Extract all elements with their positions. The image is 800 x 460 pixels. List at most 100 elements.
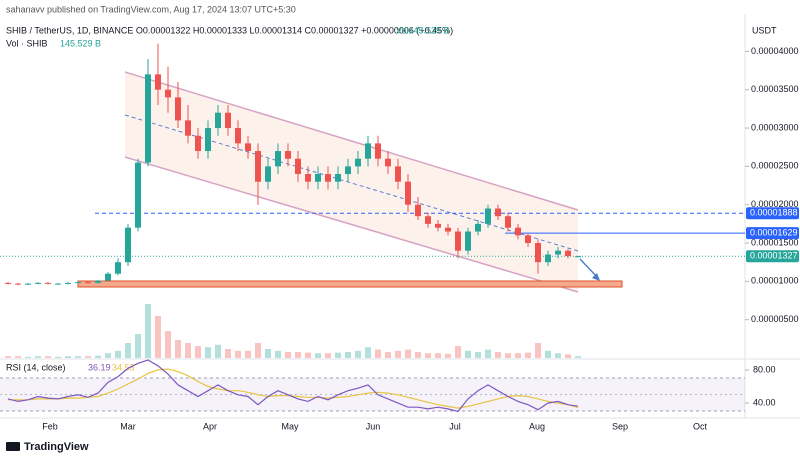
candle-body: [465, 231, 471, 251]
volume-bar: [525, 352, 531, 358]
candle-body: [455, 231, 461, 251]
volume-bar: [195, 346, 201, 358]
volume-bar: [85, 356, 91, 358]
candle-body: [255, 151, 261, 182]
rsi-line: [7, 359, 579, 413]
candle-body: [495, 208, 501, 217]
volume-bar: [45, 356, 51, 358]
candle-body: [525, 235, 531, 244]
support-zone: [77, 280, 623, 288]
candle-body: [205, 128, 211, 152]
y-tick-label: 0.00003500: [751, 84, 799, 94]
published: sahanavv published on TradingView.com, A…: [6, 4, 296, 14]
candle-body: [115, 262, 121, 274]
rsi-value: 36.19: [88, 362, 111, 372]
volume-bar: [215, 344, 221, 358]
candle-body: [55, 283, 61, 285]
volume-bar: [285, 352, 291, 358]
price-badge: [746, 207, 799, 220]
volume-bar: [495, 352, 501, 358]
volume-bar: [515, 353, 521, 358]
candle-body: [375, 143, 381, 159]
volume-bar: [255, 343, 261, 358]
volume-bar: [435, 353, 441, 358]
logo: [6, 442, 20, 451]
candle-body: [415, 204, 421, 217]
volume-bar: [155, 316, 161, 358]
volume-bar: [265, 349, 271, 358]
candle-body: [75, 282, 81, 284]
x-tick-label: May: [281, 421, 299, 431]
price-badge: [746, 250, 799, 263]
candle-body: [5, 282, 11, 284]
channel-upper: [124, 71, 579, 211]
candle-body: [325, 174, 331, 182]
candle-body: [435, 223, 441, 228]
candle-body: [355, 158, 361, 167]
volume-bar: [405, 349, 411, 358]
channel-fill: [125, 72, 578, 292]
volume-bar: [275, 350, 281, 358]
candle-body: [505, 216, 511, 228]
volume-bar: [75, 356, 81, 358]
candle-body: [395, 166, 401, 182]
candle-body: [145, 74, 151, 163]
candle-body: [275, 151, 281, 167]
rsi-tick-label: 80.00: [753, 364, 776, 374]
volume-bar: [295, 352, 301, 358]
volume-bar: [335, 352, 341, 358]
volume-bar: [415, 352, 421, 358]
candle-body: [485, 208, 491, 224]
currency: USDT: [752, 25, 777, 35]
volume-bar: [455, 346, 461, 358]
x-tick-label: Jun: [366, 421, 381, 431]
volume-bar: [135, 334, 141, 358]
volume-bar: [425, 353, 431, 358]
y-tick-label: 0.00001000: [751, 276, 799, 286]
candle-body: [65, 282, 71, 284]
rsi-tick-label: 40.00: [753, 397, 776, 407]
candle-body: [15, 283, 21, 285]
candle-body: [515, 227, 521, 236]
volume-bar: [535, 343, 541, 358]
candle-body: [195, 135, 201, 152]
volume-bar: [375, 349, 381, 358]
volume-bar: [205, 347, 211, 358]
volume-bar: [575, 356, 581, 358]
candle-body: [535, 243, 541, 263]
volume-bar: [505, 353, 511, 358]
price-badge-label: 0.00001629: [750, 228, 798, 238]
candle-body: [125, 227, 131, 263]
candle-body: [425, 216, 431, 224]
volume-bar: [115, 350, 121, 358]
volume-bar: [385, 352, 391, 358]
volume-bar: [125, 343, 131, 358]
candle-body: [165, 89, 171, 98]
candle-body: [245, 143, 251, 152]
volume-bar: [5, 356, 11, 358]
volume-bar: [305, 352, 311, 358]
candle-body: [295, 158, 301, 175]
candle-body: [475, 223, 481, 232]
volume-bar: [25, 356, 31, 358]
volume-bar: [65, 356, 71, 358]
candle-body: [95, 280, 101, 283]
volume-bar: [465, 350, 471, 358]
brand: TradingView: [24, 441, 89, 453]
volume-bar: [185, 343, 191, 358]
candle-body: [315, 174, 321, 182]
candle-body: [215, 112, 221, 129]
volume-bar: [145, 304, 151, 358]
volume-bar: [95, 355, 101, 358]
volume-bar: [35, 356, 41, 358]
x-tick-label: Jul: [449, 421, 461, 431]
volume-bar: [235, 350, 241, 358]
y-tick-label: 0.00000500: [751, 314, 799, 324]
volume-bar: [245, 350, 251, 358]
candle-body: [575, 256, 581, 258]
volume-bar: [55, 356, 61, 358]
candle-body: [85, 282, 91, 284]
candle-body: [235, 128, 241, 144]
